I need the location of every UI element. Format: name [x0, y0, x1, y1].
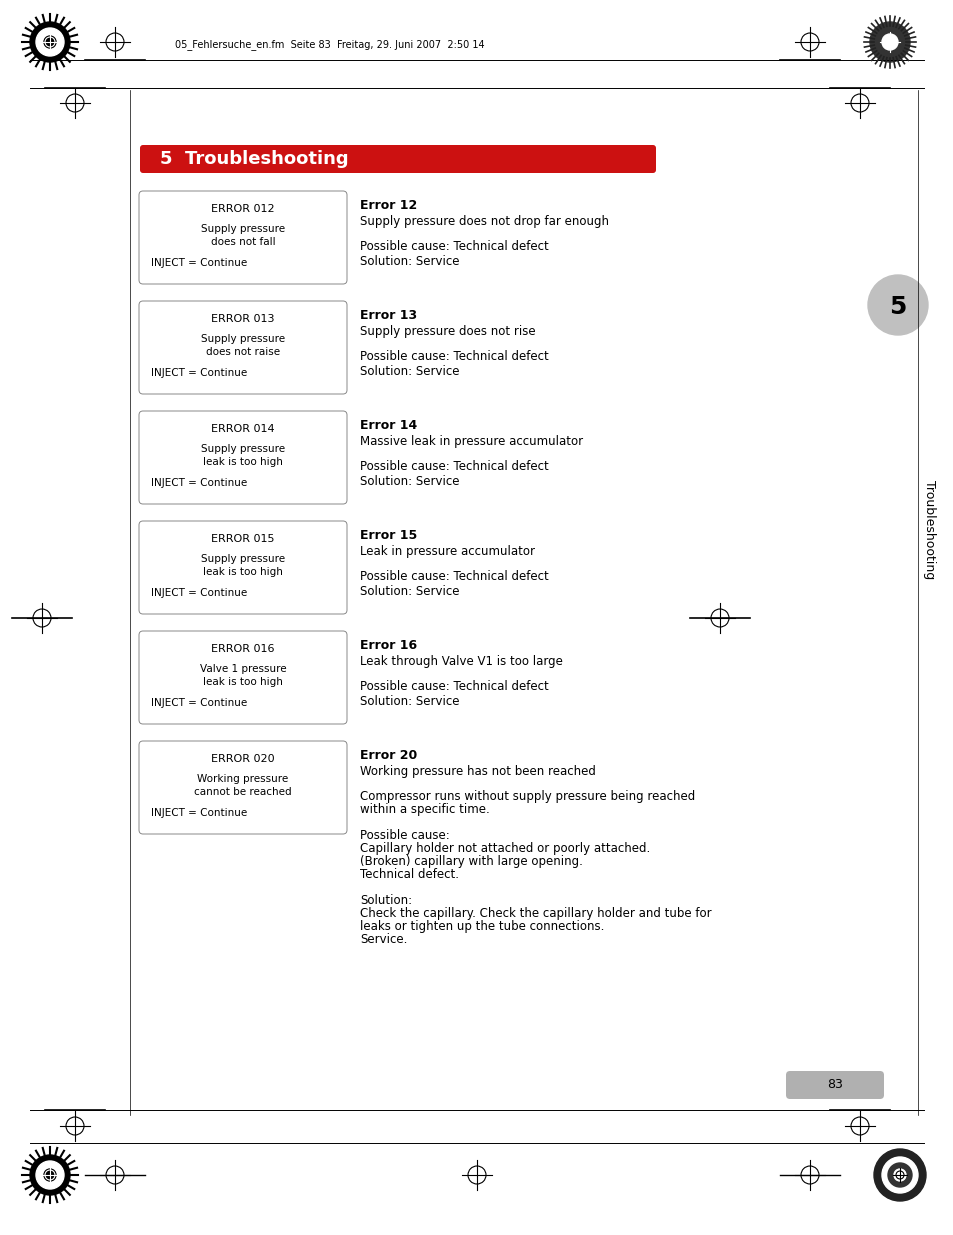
Text: Solution:: Solution:	[359, 894, 412, 906]
Text: ERROR 013: ERROR 013	[211, 314, 274, 324]
Text: Supply pressure does not rise: Supply pressure does not rise	[359, 325, 535, 338]
Text: Solution: Service: Solution: Service	[359, 695, 459, 708]
Text: Solution: Service: Solution: Service	[359, 585, 459, 598]
FancyBboxPatch shape	[139, 191, 347, 284]
FancyBboxPatch shape	[785, 1071, 883, 1099]
FancyBboxPatch shape	[139, 411, 347, 504]
Text: Solution: Service: Solution: Service	[359, 475, 459, 488]
Circle shape	[869, 22, 909, 62]
Text: Possible cause: Technical defect: Possible cause: Technical defect	[359, 350, 548, 363]
Text: Supply pressure: Supply pressure	[201, 224, 285, 233]
Text: leaks or tighten up the tube connections.: leaks or tighten up the tube connections…	[359, 920, 604, 932]
Text: Error 13: Error 13	[359, 309, 416, 322]
Text: Possible cause: Technical defect: Possible cause: Technical defect	[359, 240, 548, 253]
Text: Possible cause: Technical defect: Possible cause: Technical defect	[359, 571, 548, 583]
Text: Service.: Service.	[359, 932, 407, 946]
Text: cannot be reached: cannot be reached	[194, 787, 292, 797]
Text: leak is too high: leak is too high	[203, 567, 283, 577]
Text: Troubleshooting: Troubleshooting	[923, 480, 936, 579]
Text: 05_Fehlersuche_en.fm  Seite 83  Freitag, 29. Juni 2007  2:50 14: 05_Fehlersuche_en.fm Seite 83 Freitag, 2…	[174, 40, 484, 51]
Text: Working pressure has not been reached: Working pressure has not been reached	[359, 764, 596, 778]
Text: 5: 5	[888, 295, 905, 319]
Text: Technical defect.: Technical defect.	[359, 868, 458, 881]
Text: Capillary holder not attached or poorly attached.: Capillary holder not attached or poorly …	[359, 842, 650, 855]
Circle shape	[44, 1170, 56, 1181]
Circle shape	[36, 1161, 64, 1189]
FancyBboxPatch shape	[139, 521, 347, 614]
Circle shape	[30, 1155, 70, 1195]
Text: leak is too high: leak is too high	[203, 677, 283, 687]
FancyBboxPatch shape	[139, 631, 347, 724]
Circle shape	[873, 1149, 925, 1200]
Text: Error 14: Error 14	[359, 419, 416, 432]
Text: INJECT = Continue: INJECT = Continue	[151, 588, 247, 598]
Text: INJECT = Continue: INJECT = Continue	[151, 478, 247, 488]
Text: ERROR 012: ERROR 012	[211, 204, 274, 214]
Text: ERROR 016: ERROR 016	[211, 643, 274, 655]
Text: leak is too high: leak is too high	[203, 457, 283, 467]
Text: Possible cause:: Possible cause:	[359, 829, 449, 842]
Text: Check the capillary. Check the capillary holder and tube for: Check the capillary. Check the capillary…	[359, 906, 711, 920]
Circle shape	[882, 1157, 917, 1193]
Circle shape	[867, 275, 927, 335]
Text: Supply pressure does not drop far enough: Supply pressure does not drop far enough	[359, 215, 608, 228]
Circle shape	[882, 35, 897, 49]
Text: INJECT = Continue: INJECT = Continue	[151, 368, 247, 378]
Text: ERROR 020: ERROR 020	[211, 755, 274, 764]
Text: 83: 83	[826, 1078, 842, 1092]
Text: 5  Troubleshooting: 5 Troubleshooting	[160, 149, 348, 168]
Text: Error 16: Error 16	[359, 638, 416, 652]
Text: Compressor runs without supply pressure being reached: Compressor runs without supply pressure …	[359, 790, 695, 803]
Circle shape	[30, 22, 70, 62]
FancyBboxPatch shape	[139, 301, 347, 394]
Text: INJECT = Continue: INJECT = Continue	[151, 258, 247, 268]
Circle shape	[44, 36, 56, 48]
Text: Supply pressure: Supply pressure	[201, 445, 285, 454]
Text: does not raise: does not raise	[206, 347, 280, 357]
Text: Valve 1 pressure: Valve 1 pressure	[199, 664, 286, 674]
Text: Leak through Valve V1 is too large: Leak through Valve V1 is too large	[359, 655, 562, 668]
Text: Working pressure: Working pressure	[197, 774, 289, 784]
Text: Solution: Service: Solution: Service	[359, 254, 459, 268]
Text: Error 15: Error 15	[359, 529, 416, 542]
Text: Supply pressure: Supply pressure	[201, 555, 285, 564]
Circle shape	[893, 1170, 905, 1181]
Text: ERROR 015: ERROR 015	[211, 534, 274, 543]
Circle shape	[887, 1163, 911, 1187]
Text: (Broken) capillary with large opening.: (Broken) capillary with large opening.	[359, 855, 582, 868]
Text: Possible cause: Technical defect: Possible cause: Technical defect	[359, 680, 548, 693]
Text: INJECT = Continue: INJECT = Continue	[151, 698, 247, 708]
Text: within a specific time.: within a specific time.	[359, 803, 489, 816]
Text: Possible cause: Technical defect: Possible cause: Technical defect	[359, 459, 548, 473]
Text: Solution: Service: Solution: Service	[359, 366, 459, 378]
Text: Massive leak in pressure accumulator: Massive leak in pressure accumulator	[359, 435, 582, 448]
Text: Supply pressure: Supply pressure	[201, 333, 285, 345]
FancyBboxPatch shape	[140, 144, 656, 173]
Text: ERROR 014: ERROR 014	[211, 424, 274, 433]
Text: INJECT = Continue: INJECT = Continue	[151, 808, 247, 818]
Text: Error 12: Error 12	[359, 199, 416, 212]
Text: Leak in pressure accumulator: Leak in pressure accumulator	[359, 545, 535, 558]
FancyBboxPatch shape	[139, 741, 347, 834]
Text: does not fall: does not fall	[211, 237, 275, 247]
Text: Error 20: Error 20	[359, 748, 416, 762]
Circle shape	[36, 28, 64, 56]
